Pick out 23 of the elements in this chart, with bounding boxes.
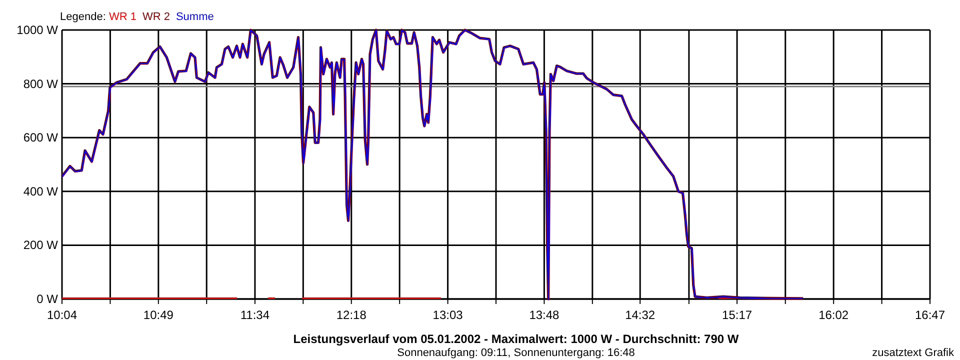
legend-title: Legende:	[60, 11, 109, 23]
text: Summe	[176, 11, 214, 23]
x-tick-label: 13:03	[432, 308, 464, 322]
text: zusatztext Grafik	[872, 347, 954, 359]
y-tick-label: 400 W	[23, 184, 59, 198]
x-tick-label: 10:04	[46, 308, 78, 322]
y-tick-label: 800 W	[23, 76, 59, 91]
text: WR 1	[108, 11, 136, 23]
y-tick-label: 600 W	[23, 130, 59, 145]
x-tick-label: 11:34	[240, 308, 270, 322]
x-tick-label: 16:02	[818, 308, 849, 322]
y-tick-label: 1000 W	[16, 23, 59, 37]
y-tick-label: 0 W	[36, 292, 59, 306]
x-tick-label: 14:32	[625, 308, 656, 322]
y-tick-label: 200 W	[23, 238, 59, 252]
text: WR 2	[142, 11, 170, 23]
x-tick-label: 16:47	[914, 308, 946, 322]
text: Leistungsverlauf vom 05.01.2002 - Maximalwert: 1000 W - Durchschnitt: 790 W	[293, 332, 740, 346]
text: Sonnenaufgang: 09:11, Sonnenuntergang: 16:48	[397, 347, 635, 359]
x-tick-label: 12:18	[336, 308, 367, 322]
x-tick-label: 15:17	[722, 308, 752, 322]
x-tick-label: 10:49	[143, 308, 174, 322]
x-tick-label: 13:48	[529, 308, 560, 322]
